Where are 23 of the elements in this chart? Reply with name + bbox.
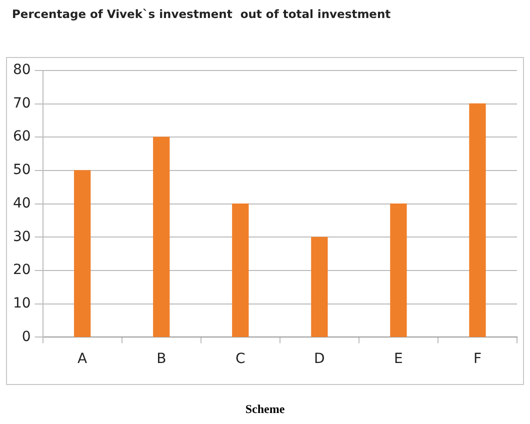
y-tick-label: 10 bbox=[12, 295, 31, 312]
x-tick-label: D bbox=[314, 351, 325, 368]
bar bbox=[153, 136, 170, 338]
y-tick-label: 30 bbox=[12, 228, 31, 245]
bar bbox=[311, 236, 328, 338]
x-tick-label: F bbox=[473, 351, 482, 368]
bar bbox=[390, 203, 407, 338]
y-tick-label: 60 bbox=[12, 128, 31, 145]
y-tick-label: 80 bbox=[12, 62, 31, 78]
y-tick-label: 0 bbox=[22, 328, 31, 345]
x-axis-title: Scheme bbox=[244, 402, 286, 417]
chart-title: Percentage of Vivek`s investment out of total investment bbox=[12, 7, 392, 21]
bar bbox=[469, 103, 486, 338]
x-tick-label: B bbox=[156, 351, 166, 368]
bar bbox=[232, 203, 249, 338]
y-tick-label: 70 bbox=[12, 95, 31, 112]
x-tick-label: A bbox=[78, 351, 88, 368]
bar bbox=[74, 170, 91, 338]
x-tick-label: C bbox=[236, 351, 246, 368]
y-tick-label: 20 bbox=[12, 262, 31, 278]
y-tick-label: 40 bbox=[12, 195, 31, 212]
y-tick-label: 50 bbox=[12, 162, 31, 178]
x-tick-label: E bbox=[394, 351, 403, 368]
